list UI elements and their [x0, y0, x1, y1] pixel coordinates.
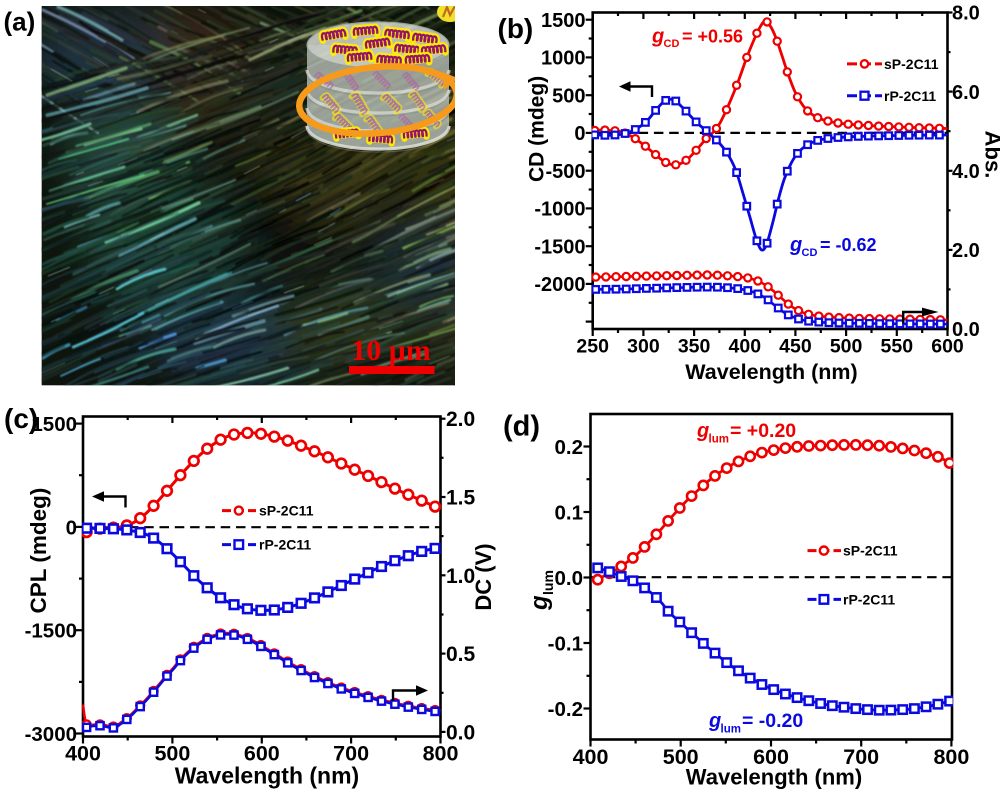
svg-text:0: 0 [66, 516, 77, 539]
svg-text:sP-2C11: sP-2C11 [843, 543, 898, 559]
svg-text:0: 0 [574, 123, 585, 145]
svg-text:-2000: -2000 [534, 274, 585, 296]
svg-text:1500: 1500 [541, 10, 586, 32]
svg-text:400: 400 [65, 742, 101, 766]
svg-text:DC (V): DC (V) [471, 543, 496, 610]
svg-text:g: g [789, 234, 802, 256]
svg-text:250: 250 [576, 336, 609, 358]
svg-text:800: 800 [933, 745, 969, 769]
svg-text:lum: lum [540, 570, 556, 595]
svg-text:500: 500 [552, 85, 585, 107]
svg-text:6.0: 6.0 [952, 82, 980, 104]
svg-text:800: 800 [423, 742, 459, 766]
svg-text:= -0.20: = -0.20 [742, 710, 803, 732]
svg-text:-1000: -1000 [534, 199, 585, 221]
svg-text:8.0: 8.0 [952, 3, 980, 25]
svg-text:0.1: 0.1 [555, 501, 584, 524]
svg-text:g: g [708, 710, 721, 732]
svg-text:0.0: 0.0 [555, 567, 584, 590]
svg-text:sP-2C11: sP-2C11 [259, 503, 314, 519]
svg-text:CD: CD [664, 38, 680, 50]
svg-text:2.0: 2.0 [446, 408, 475, 431]
svg-text:300: 300 [627, 336, 660, 358]
svg-text:-1500: -1500 [25, 620, 77, 643]
svg-text:450: 450 [779, 336, 812, 358]
svg-text:(a): (a) [4, 7, 36, 37]
svg-text:CPL (mdeg): CPL (mdeg) [26, 488, 51, 614]
svg-text:Wavelength (nm): Wavelength (nm) [175, 763, 359, 789]
svg-text:rP-2C11: rP-2C11 [259, 537, 311, 553]
svg-text:(d): (d) [503, 411, 540, 443]
svg-text:(b): (b) [498, 13, 534, 44]
svg-text:Wavelength (nm): Wavelength (nm) [686, 765, 862, 790]
svg-text:-500: -500 [545, 161, 585, 183]
svg-text:-1500: -1500 [534, 236, 585, 258]
svg-text:-0.2: -0.2 [548, 698, 583, 721]
svg-text:350: 350 [678, 336, 711, 358]
svg-text:400: 400 [573, 745, 609, 769]
svg-text:550: 550 [881, 336, 914, 358]
svg-text:1000: 1000 [541, 48, 586, 70]
svg-text:400: 400 [729, 336, 762, 358]
svg-text:lum: lum [709, 434, 729, 446]
svg-text:g: g [651, 25, 664, 47]
svg-text:lum: lum [721, 724, 741, 736]
svg-text:500: 500 [830, 336, 863, 358]
svg-text:0.0: 0.0 [446, 721, 475, 744]
svg-text:(c): (c) [4, 403, 38, 434]
svg-text:10 μm: 10 μm [351, 334, 431, 367]
svg-text:sP-2C11: sP-2C11 [884, 56, 939, 72]
svg-text:CD: CD [802, 247, 818, 259]
svg-text:-0.1: -0.1 [548, 632, 583, 655]
svg-text:= +0.20: = +0.20 [730, 420, 796, 442]
svg-text:Abs.: Abs. [981, 131, 1000, 179]
svg-text:rP-2C11: rP-2C11 [843, 592, 895, 608]
svg-text:2.0: 2.0 [952, 240, 980, 262]
svg-text:0.0: 0.0 [952, 319, 980, 341]
svg-text:CD (mdeg): CD (mdeg) [526, 76, 549, 182]
svg-text:rP-2C11: rP-2C11 [884, 88, 936, 104]
svg-text:g: g [526, 595, 553, 611]
svg-text:0.2: 0.2 [555, 436, 584, 459]
svg-text:1.5: 1.5 [446, 487, 476, 510]
svg-text:= -0.62: = -0.62 [820, 235, 877, 255]
svg-text:= +0.56: = +0.56 [682, 26, 743, 46]
svg-text:4.0: 4.0 [952, 161, 980, 183]
svg-text:g: g [696, 420, 709, 442]
svg-text:Wavelength (nm): Wavelength (nm) [685, 360, 857, 384]
svg-text:0.5: 0.5 [446, 643, 476, 666]
